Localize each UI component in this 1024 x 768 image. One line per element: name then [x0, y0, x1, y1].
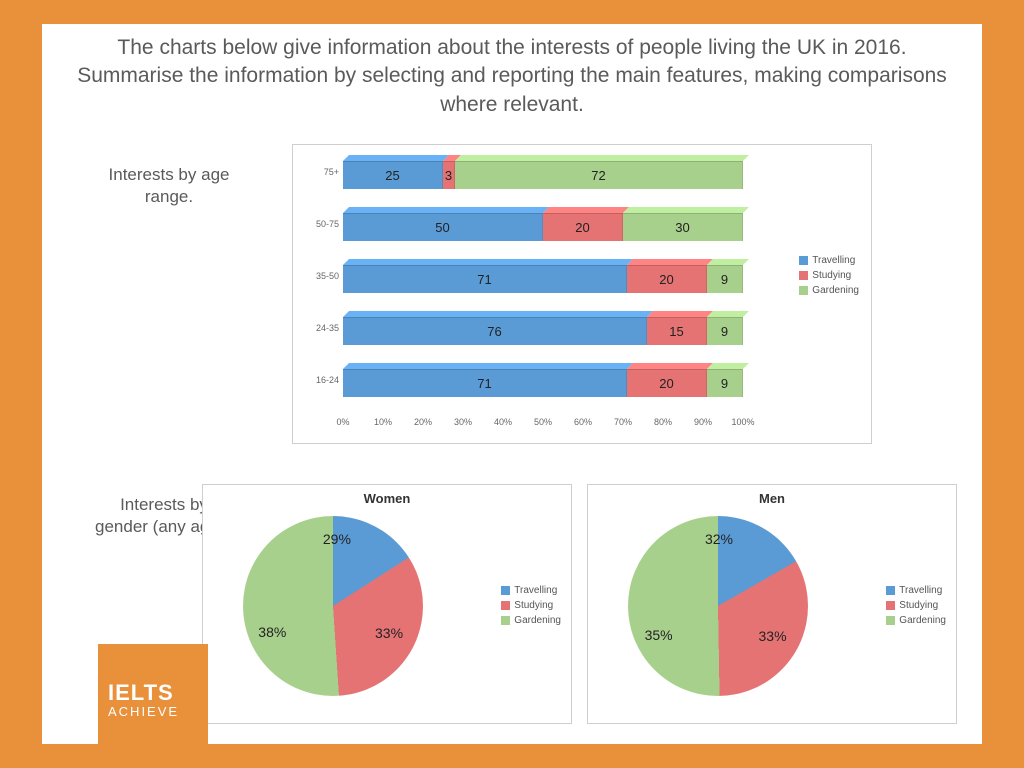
x-tick: 20%: [414, 417, 432, 427]
legend-label: Studying: [899, 600, 938, 611]
legend-label: Studying: [514, 600, 553, 611]
bar-segment-studying: 20: [627, 265, 707, 293]
bar-category-label: 75+: [299, 167, 339, 177]
bar-row: 24-3576159: [343, 311, 743, 355]
x-tick: 90%: [694, 417, 712, 427]
bar-segment-studying: 15: [647, 317, 707, 345]
bar-segment-gardening: 30: [623, 213, 743, 241]
legend-label: Gardening: [812, 285, 859, 296]
x-tick: 40%: [494, 417, 512, 427]
legend-swatch-icon: [501, 616, 510, 625]
bar-segment-studying: 20: [543, 213, 623, 241]
legend-label: Gardening: [514, 615, 561, 626]
x-tick: 50%: [534, 417, 552, 427]
bar-segment-studying: 3: [443, 161, 455, 189]
bar-row: 16-2471209: [343, 363, 743, 407]
legend-swatch-icon: [886, 616, 895, 625]
pie-slice-label-studying: 33%: [375, 625, 403, 641]
legend-swatch-icon: [799, 271, 808, 280]
legend-swatch-icon: [886, 586, 895, 595]
bar-segment-gardening: 72: [455, 161, 743, 189]
pie-chart-women: Women 29% 33% 38% Travelling Studying Garden…: [202, 484, 572, 724]
bar-chart-x-axis: 0%10%20%30%40%50%60%70%80%90%100%: [343, 413, 743, 433]
bar-stack: 25372: [343, 161, 743, 189]
bar-segment-travelling: 76: [343, 317, 647, 345]
pie-slice-label-travelling: 32%: [705, 531, 733, 547]
legend-swatch-icon: [501, 586, 510, 595]
pie-slice-label-studying: 33%: [759, 628, 787, 644]
legend-label: Studying: [812, 270, 851, 281]
legend-swatch-icon: [886, 601, 895, 610]
bar-segment-travelling: 71: [343, 265, 627, 293]
legend-label: Travelling: [514, 585, 557, 596]
bar-stack: 502030: [343, 213, 743, 241]
pie-legend-men: Travelling Studying Gardening: [886, 585, 946, 630]
legend-swatch-icon: [799, 256, 808, 265]
bar-category-label: 16-24: [299, 375, 339, 385]
logo-line1: IELTS: [108, 680, 208, 706]
bar-segment-travelling: 50: [343, 213, 543, 241]
legend-item-studying: Studying: [501, 600, 561, 611]
legend-item-gardening: Gardening: [799, 285, 859, 296]
bar-category-label: 50-75: [299, 219, 339, 229]
bar-chart-legend: Travelling Studying Gardening: [799, 255, 859, 300]
pie-legend-women: Travelling Studying Gardening: [501, 585, 561, 630]
bar-stack: 76159: [343, 317, 743, 345]
bar-stack: 71209: [343, 369, 743, 397]
legend-item-travelling: Travelling: [501, 585, 561, 596]
content-frame: The charts below give information about …: [42, 24, 982, 744]
bar-row: 50-75502030: [343, 207, 743, 251]
pie-title-men: Men: [588, 485, 956, 506]
pie-chart-men: Men 32% 33% 35% Travelling Studying Gardenin…: [587, 484, 957, 724]
bar-segment-travelling: 71: [343, 369, 627, 397]
pie-slice-label-travelling: 29%: [323, 531, 351, 547]
bar-category-label: 24-35: [299, 323, 339, 333]
bar-category-label: 35-50: [299, 271, 339, 281]
pie-slice-label-gardening: 35%: [645, 627, 673, 643]
legend-label: Travelling: [899, 585, 942, 596]
legend-item-studying: Studying: [886, 600, 946, 611]
pie-men-wrap: 32% 33% 35%: [628, 516, 808, 696]
bar-chart-plot-area: 75+2537250-7550203035-507120924-35761591…: [343, 155, 743, 415]
legend-label: Gardening: [899, 615, 946, 626]
bar-row: 35-5071209: [343, 259, 743, 303]
page-title: The charts below give information about …: [42, 24, 982, 125]
pie-slice-label-gardening: 38%: [258, 624, 286, 640]
bar-segment-travelling: 25: [343, 161, 443, 189]
bar-stack: 71209: [343, 265, 743, 293]
legend-item-studying: Studying: [799, 270, 859, 281]
logo-line2: ACHIEVE: [108, 704, 208, 719]
bar-segment-gardening: 9: [707, 265, 743, 293]
x-tick: 80%: [654, 417, 672, 427]
legend-label: Travelling: [812, 255, 855, 266]
legend-item-gardening: Gardening: [886, 615, 946, 626]
legend-item-travelling: Travelling: [799, 255, 859, 266]
legend-swatch-icon: [501, 601, 510, 610]
legend-item-gardening: Gardening: [501, 615, 561, 626]
label-interests-by-age: Interests by age range.: [104, 164, 234, 208]
pie-women-wrap: 29% 33% 38%: [243, 516, 423, 696]
bar-segment-gardening: 9: [707, 317, 743, 345]
x-tick: 0%: [336, 417, 349, 427]
x-tick: 70%: [614, 417, 632, 427]
x-tick: 30%: [454, 417, 472, 427]
x-tick: 60%: [574, 417, 592, 427]
legend-item-travelling: Travelling: [886, 585, 946, 596]
bar-chart-interests-by-age: 75+2537250-7550203035-507120924-35761591…: [292, 144, 872, 444]
bar-segment-gardening: 9: [707, 369, 743, 397]
bar-segment-studying: 20: [627, 369, 707, 397]
x-tick: 100%: [731, 417, 754, 427]
bar-row: 75+25372: [343, 155, 743, 199]
pie-title-women: Women: [203, 485, 571, 506]
ielts-achieve-logo: IELTS ACHIEVE: [98, 644, 208, 754]
legend-swatch-icon: [799, 286, 808, 295]
x-tick: 10%: [374, 417, 392, 427]
